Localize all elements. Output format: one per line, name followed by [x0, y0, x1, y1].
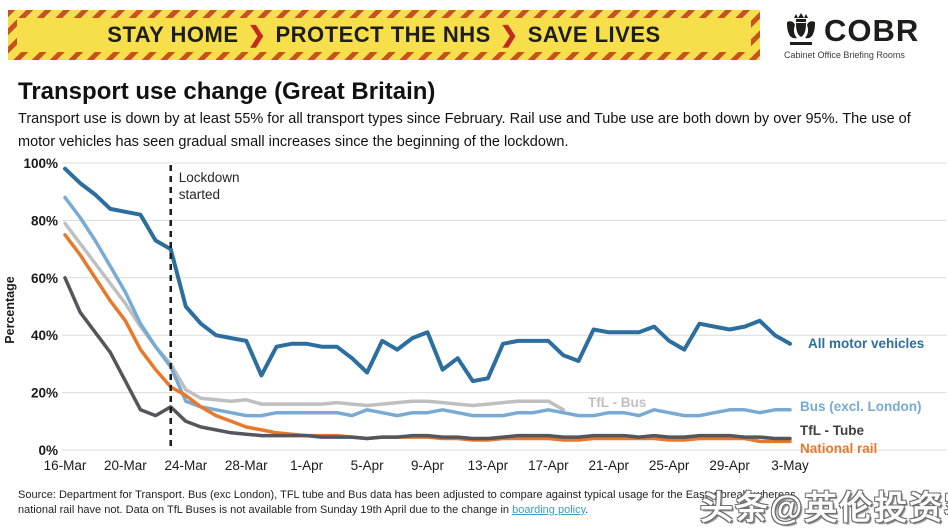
series-label-national-rail: National rail: [800, 441, 877, 456]
series-label-tfl-bus: TfL - Bus: [588, 395, 646, 410]
x-tick-label: 28-Mar: [225, 458, 268, 473]
x-tick-label: 29-Apr: [709, 458, 750, 473]
y-tick-label: 0%: [38, 443, 58, 458]
x-tick-label: 25-Apr: [649, 458, 690, 473]
cobr-logo: COBR Cabinet Office Briefing Rooms: [784, 12, 934, 64]
cobr-logo-subtitle: Cabinet Office Briefing Rooms: [784, 50, 905, 60]
banner-segment-save-lives: SAVE LIVES: [527, 22, 661, 47]
banner-segment-protect-nhs: PROTECT THE NHS: [275, 22, 491, 47]
x-tick-label: 16-Mar: [44, 458, 87, 473]
watermark: 头条@英伦投资客: [700, 489, 948, 526]
stay-home-banner: STAY HOME ❯ PROTECT THE NHS ❯ SAVE LIVES: [8, 10, 760, 60]
y-tick-label: 60%: [31, 271, 58, 286]
x-tick-label: 13-Apr: [468, 458, 509, 473]
chevron-icon: ❯: [499, 22, 519, 47]
cobr-logo-text: COBR: [824, 12, 920, 48]
x-tick-label: 3-May: [771, 458, 809, 473]
source-line1: Source: Department for Transport. Bus (e…: [18, 489, 796, 501]
lockdown-annotation-label: started: [179, 187, 220, 202]
royal-crest-icon: [787, 13, 815, 45]
y-tick-label: 80%: [31, 213, 58, 228]
source-note: Source: Department for Transport. Bus (e…: [18, 488, 934, 518]
y-axis-title: Percentage: [3, 276, 17, 343]
y-tick-label: 100%: [23, 156, 58, 171]
x-tick-label: 24-Mar: [164, 458, 207, 473]
series-label-bus-excl-london-: Bus (excl. London): [800, 399, 922, 414]
y-tick-label: 40%: [31, 328, 58, 343]
series-line-tfl-bus: [63, 221, 566, 412]
x-tick-label: 20-Mar: [104, 458, 147, 473]
boarding-policy-link[interactable]: boarding policy: [512, 503, 586, 516]
x-tick-label: 17-Apr: [528, 458, 569, 473]
source-line2-end: .: [585, 503, 589, 516]
transport-use-chart-canvas: 0% 20% 40% 60% 80% 100% Percentage 16-Mar 20-Mar…: [3, 156, 946, 473]
x-tick-label: 21-Apr: [588, 458, 629, 473]
x-tick-label: 5-Apr: [351, 458, 385, 473]
y-tick-label: 20%: [31, 386, 58, 401]
transport-use-chart: 0% 20% 40% 60% 80% 100% Percentage 16-Mar 20-Mar…: [0, 150, 948, 485]
lockdown-annotation-label: Lockdown: [179, 170, 240, 185]
source-line2: national rail have not. Data on TfL Buse…: [18, 503, 513, 516]
series-line-tfl-tube: [63, 276, 792, 441]
x-tick-label: 1-Apr: [290, 458, 324, 473]
banner-segment-stay-home: STAY HOME: [107, 22, 239, 47]
series-label-tfl-tube: TfL - Tube: [800, 423, 864, 438]
page-subtitle: Transport use is down by at least 55% fo…: [18, 111, 911, 151]
series-label-all-motor-vehicles: All motor vehicles: [808, 336, 924, 351]
series-line-all-motor-vehicles: [63, 166, 792, 384]
banner-slogan: STAY HOME ❯ PROTECT THE NHS ❯ SAVE LIVES: [107, 22, 660, 48]
x-tick-label: 9-Apr: [411, 458, 445, 473]
chevron-icon: ❯: [247, 22, 267, 47]
series-line-bus-excl-london-: [63, 195, 792, 418]
stay-home-banner-inner: STAY HOME ❯ PROTECT THE NHS ❯ SAVE LIVES: [17, 18, 751, 52]
page-title: Transport use change (Great Britain): [18, 78, 436, 105]
